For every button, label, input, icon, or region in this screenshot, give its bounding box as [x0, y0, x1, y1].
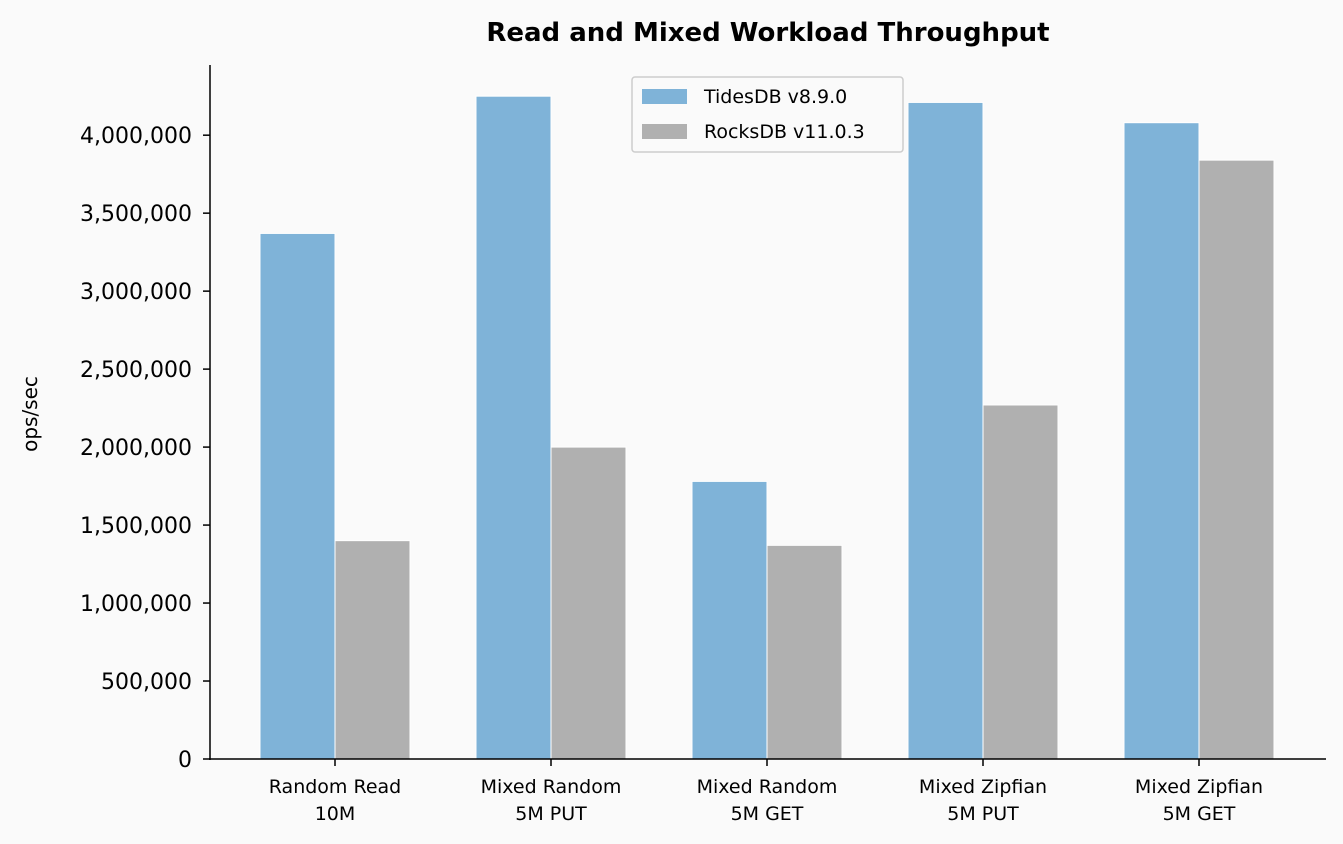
x-tick-label: 5M GET	[1163, 803, 1236, 825]
bar-rocksdb-1	[550, 446, 627, 760]
bar-tidesdb-0	[259, 232, 336, 760]
y-tick-label: 500,000	[101, 670, 192, 695]
y-tick-label: 0	[178, 748, 192, 773]
bar-tidesdb-1	[475, 95, 552, 760]
x-tick-label: 5M GET	[731, 803, 804, 825]
bar-tidesdb-2	[691, 480, 768, 760]
bar-rocksdb-4	[1198, 159, 1275, 760]
legend-frame	[631, 76, 904, 153]
x-tick-label: Mixed Random	[697, 776, 838, 798]
legend-label-tidesdb: TidesDB v8.9.0	[703, 86, 847, 108]
chart-title: Read and Mixed Workload Throughput	[486, 18, 1049, 48]
legend: TidesDB v8.9.0 RocksDB v11.0.3	[631, 76, 904, 153]
legend-swatch-rocksdb	[642, 124, 687, 139]
y-tick-label: 1,000,000	[80, 592, 192, 617]
y-axis-label: ops/sec	[18, 376, 42, 452]
y-tick-label: 3,500,000	[80, 202, 192, 227]
y-ticks-group: 0 500,000 1,000,000 1,500,000 2,000,000 2,500…	[80, 124, 210, 773]
bar-rocksdb-3	[982, 404, 1059, 760]
y-tick-label: 3,000,000	[80, 280, 192, 305]
y-tick-label: 2,000,000	[80, 436, 192, 461]
y-tick-label: 2,500,000	[80, 358, 192, 383]
y-tick-label: 4,000,000	[80, 124, 192, 149]
x-tick-label: Mixed Zipfian	[919, 776, 1047, 798]
x-ticks-group: Random Read 10M Mixed Random 5M PUT Mixed Ra…	[269, 759, 1263, 825]
x-tick-label: 10M	[315, 803, 356, 825]
x-tick-label: Mixed Zipfian	[1135, 776, 1263, 798]
x-tick-label: 5M PUT	[515, 803, 587, 825]
bar-tidesdb-3	[907, 101, 984, 760]
y-tick-label: 1,500,000	[80, 514, 192, 539]
bar-tidesdb-4	[1123, 122, 1200, 760]
x-tick-label: Mixed Random	[481, 776, 622, 798]
legend-label-rocksdb: RocksDB v11.0.3	[704, 121, 865, 143]
legend-swatch-tidesdb	[642, 89, 687, 104]
bars-group	[259, 95, 1275, 760]
x-tick-label: 5M PUT	[947, 803, 1019, 825]
x-tick-label: Random Read	[269, 776, 401, 798]
bar-rocksdb-2	[766, 544, 843, 760]
bar-rocksdb-0	[334, 540, 411, 760]
